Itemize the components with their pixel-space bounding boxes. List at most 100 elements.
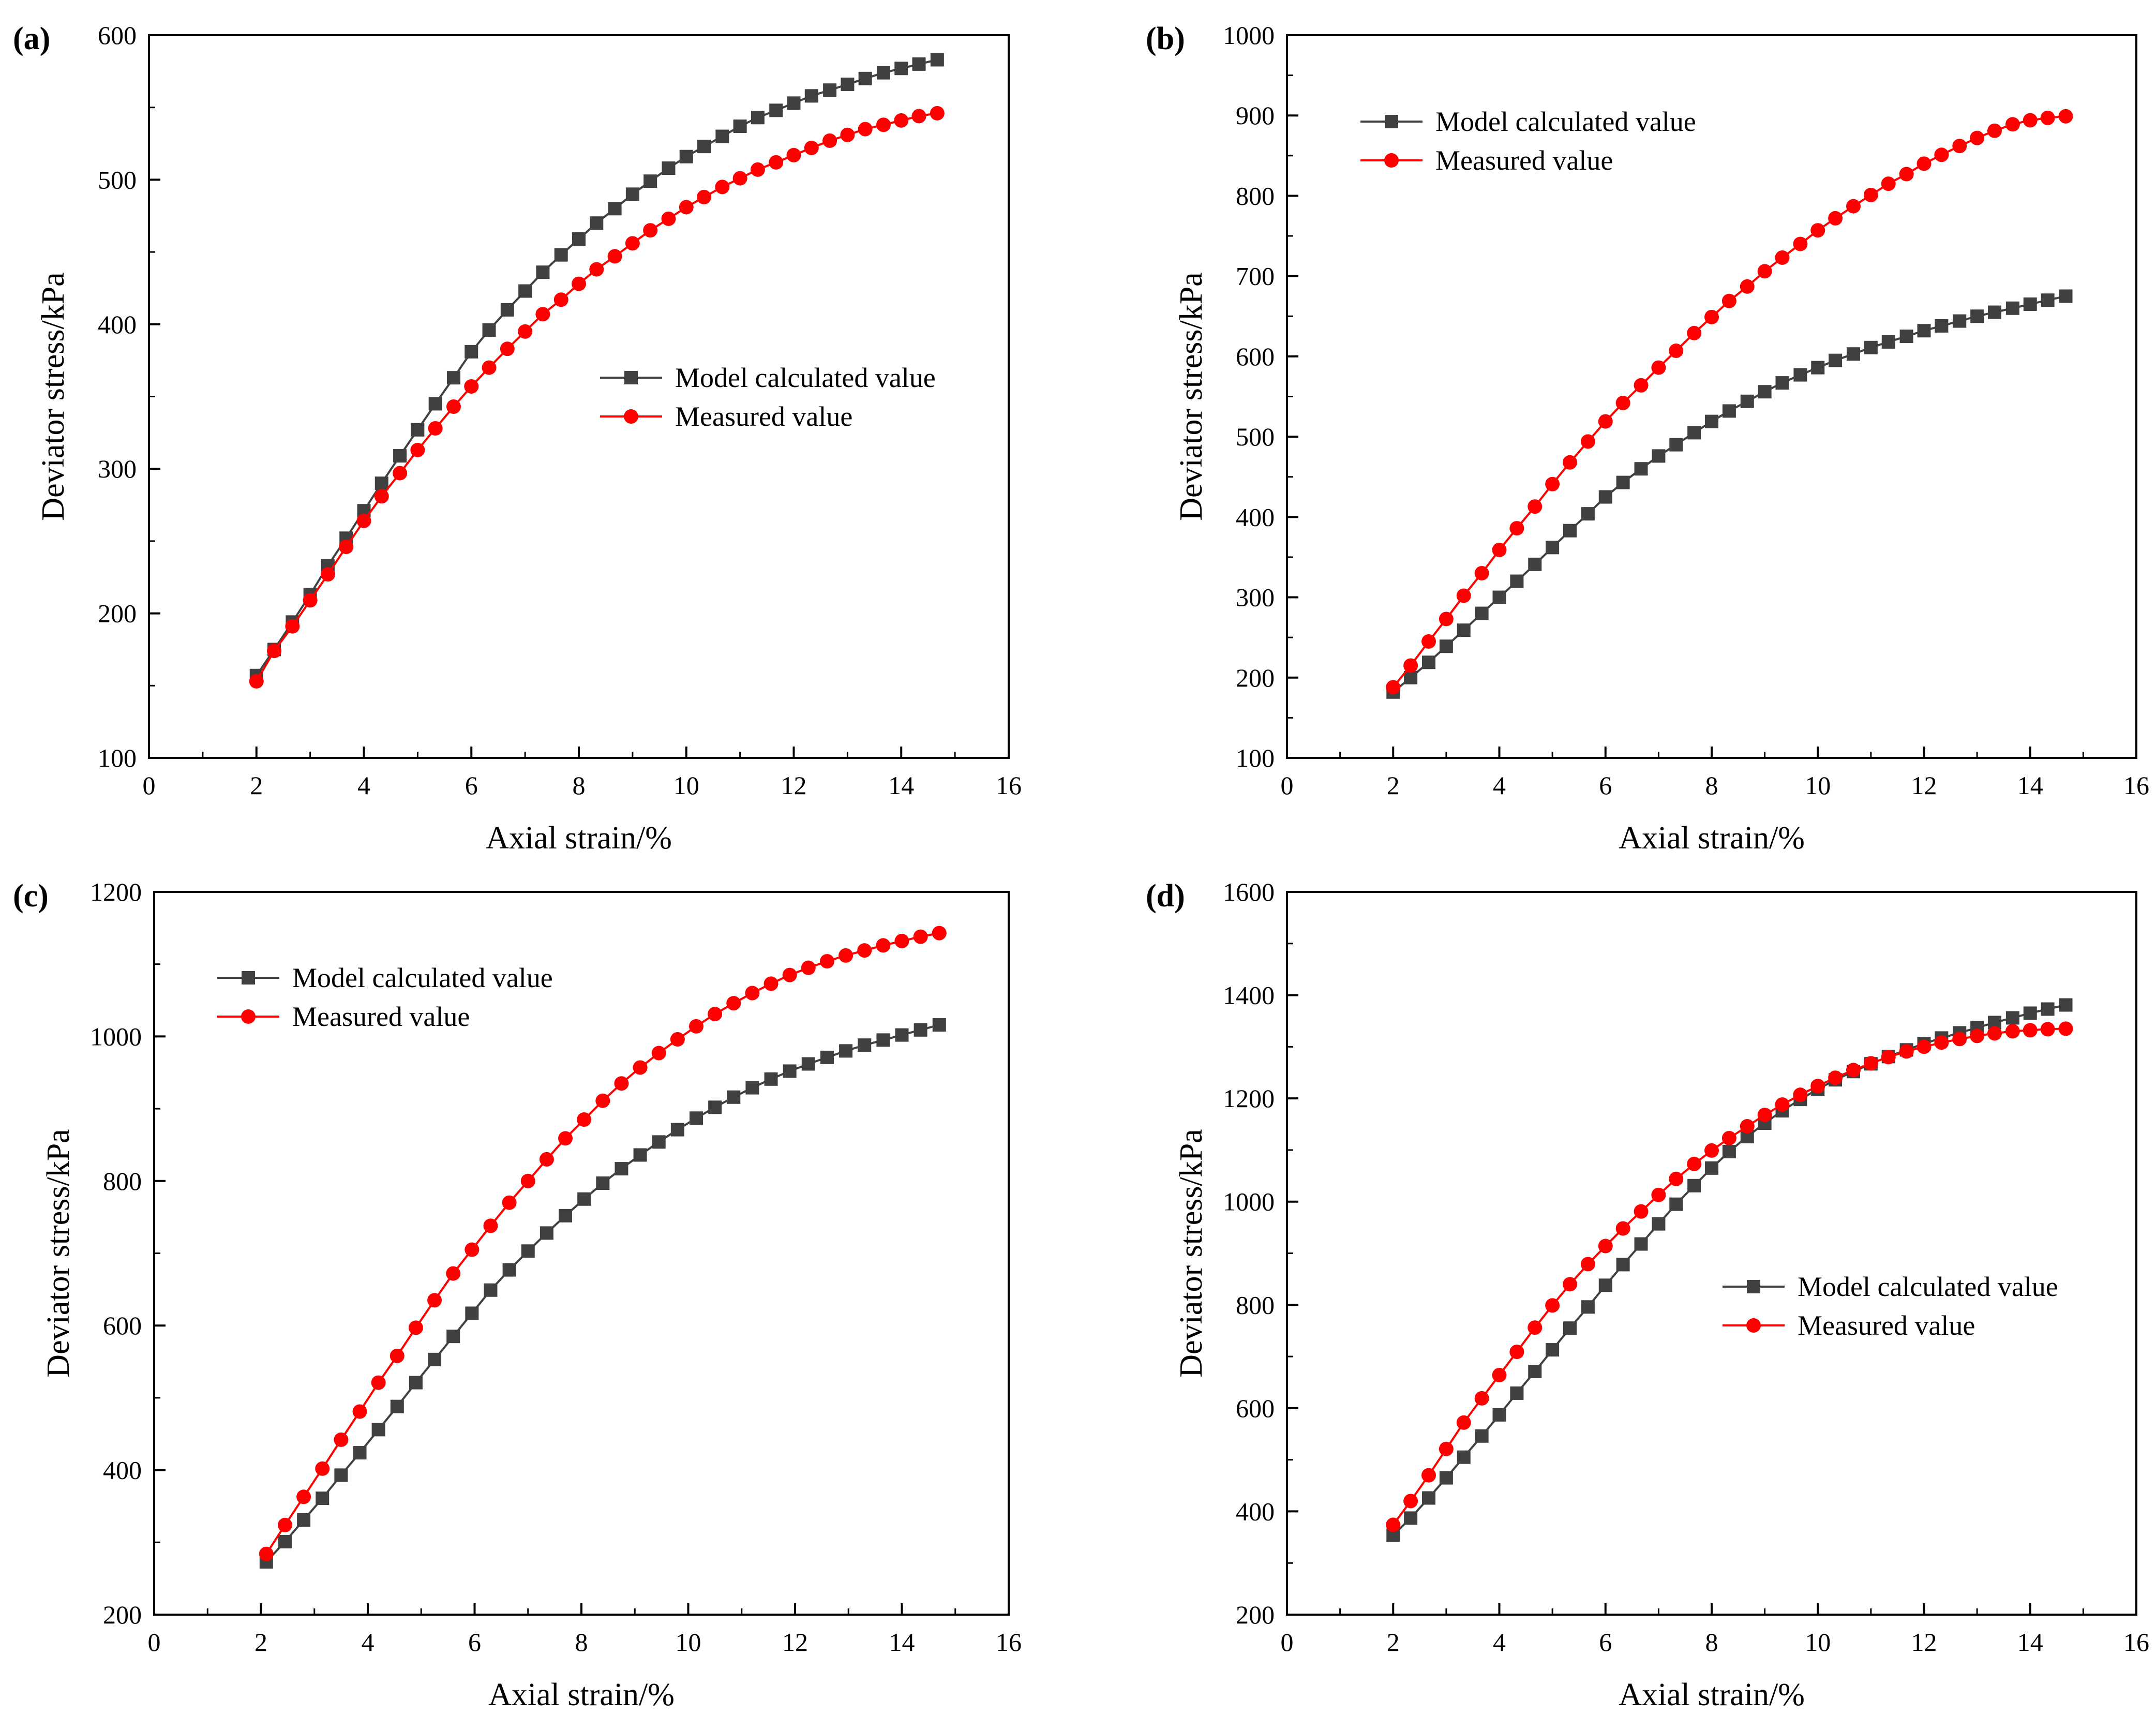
data-point [1721, 293, 1736, 308]
data-point [1687, 426, 1701, 440]
data-point [1775, 1097, 1790, 1112]
data-point [1952, 1032, 1967, 1047]
data-point [371, 1423, 385, 1437]
x-tick-label: 10 [1805, 771, 1831, 800]
data-point [750, 162, 765, 177]
legend: Model calculated value Measured value [1723, 1271, 2058, 1341]
data-point [840, 127, 855, 142]
data-point [1492, 1408, 1506, 1422]
data-point [1899, 1044, 1914, 1059]
y-tick-label: 1000 [1223, 1187, 1275, 1216]
data-point [841, 77, 855, 91]
data-point [1917, 324, 1931, 338]
data-point [1404, 1511, 1418, 1525]
data-point [1811, 361, 1825, 375]
data-point [1758, 385, 1772, 399]
data-point [1757, 264, 1772, 279]
data-point [1422, 1491, 1436, 1505]
data-point [1847, 347, 1861, 361]
data-point [876, 117, 891, 132]
y-tick-label: 1000 [90, 1022, 142, 1051]
data-point [1598, 1239, 1613, 1254]
series-1 [249, 53, 944, 682]
data-point [1917, 1039, 1932, 1054]
data-point [1987, 1026, 2002, 1041]
data-point [1615, 395, 1630, 410]
data-point [930, 53, 944, 67]
data-point [572, 232, 586, 246]
y-tick-label: 500 [98, 165, 137, 194]
data-point [2058, 109, 2073, 124]
data-point [1510, 574, 1524, 588]
data-point [876, 938, 891, 953]
x-tick-label: 16 [996, 771, 1022, 800]
data-point [559, 1209, 573, 1222]
data-point [1669, 438, 1683, 452]
x-tick-label: 2 [1387, 1628, 1400, 1657]
data-point [356, 513, 371, 528]
data-point [1651, 360, 1666, 375]
x-tick-label: 8 [573, 771, 586, 800]
data-point [839, 1044, 853, 1058]
data-point [2005, 1024, 2020, 1039]
data-point [2059, 289, 2073, 303]
data-point [1509, 521, 1524, 536]
data-point [316, 1492, 330, 1505]
data-point [267, 644, 282, 659]
data-point [1634, 1204, 1649, 1219]
data-point [1439, 639, 1453, 653]
legend-marker [1385, 115, 1398, 128]
data-point [745, 1081, 759, 1095]
data-point [1846, 1063, 1861, 1078]
data-point [1652, 449, 1666, 463]
data-point [393, 466, 408, 481]
data-point [500, 303, 514, 317]
data-point [1421, 634, 1436, 649]
data-point [1404, 670, 1418, 684]
data-point [540, 1226, 553, 1240]
data-point [1829, 353, 1843, 367]
y-tick-label: 1200 [90, 877, 142, 906]
data-point [518, 284, 532, 298]
data-point [1705, 1161, 1718, 1175]
data-point [787, 96, 801, 110]
y-tick-label: 800 [1236, 181, 1275, 210]
data-point [1775, 376, 1789, 390]
data-point [894, 933, 909, 948]
panel-label: (b) [1146, 21, 1185, 56]
data-point [446, 399, 461, 414]
panel-label: (d) [1146, 878, 1185, 914]
data-point [465, 1306, 479, 1320]
data-point [801, 960, 816, 975]
data-point [894, 62, 908, 76]
data-point [894, 113, 909, 128]
y-axis-title: Deviator stress/kPa [36, 272, 71, 520]
data-point [502, 1195, 517, 1210]
data-point [428, 397, 442, 411]
x-tick-label: 14 [2017, 771, 2043, 800]
data-point [320, 567, 335, 582]
data-point [1598, 490, 1612, 504]
y-axis-title: Deviator stress/kPa [1174, 1129, 1209, 1377]
data-point [2023, 1023, 2038, 1038]
data-point [1899, 167, 1914, 182]
data-point [1528, 557, 1542, 571]
data-point [1580, 434, 1595, 449]
legend-label: Measured value [1435, 145, 1613, 176]
data-point [1457, 1450, 1471, 1464]
data-point [1580, 1257, 1595, 1272]
data-point [408, 1320, 423, 1335]
data-point [483, 1218, 498, 1233]
data-point [482, 323, 496, 337]
data-point [2023, 113, 2038, 128]
x-tick-label: 6 [468, 1628, 481, 1657]
data-point [1705, 414, 1718, 428]
series-1 [259, 1018, 946, 1569]
legend-label: Model calculated value [1798, 1271, 2058, 1302]
panel-label: (a) [13, 21, 50, 56]
data-point [428, 421, 443, 436]
legend-label: Model calculated value [292, 962, 553, 993]
data-point [1669, 1197, 1683, 1211]
data-point [1740, 279, 1755, 294]
legend-marker [624, 409, 638, 424]
